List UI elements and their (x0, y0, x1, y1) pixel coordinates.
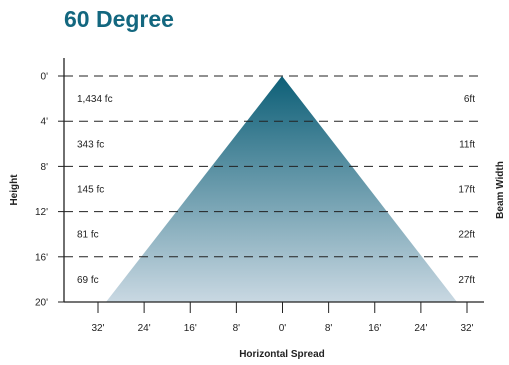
x-tick-label: 16' (184, 323, 197, 334)
beam-cone (106, 76, 457, 302)
x-tick-label: 32' (460, 323, 473, 334)
chart-title: 60 Degree (64, 6, 174, 32)
x-tick-label: 16' (368, 323, 381, 334)
height-gridlines (64, 75, 484, 258)
beam-width-label: 17ft (458, 185, 475, 196)
y-tick-label: 8' (41, 162, 49, 173)
illuminance-label: 69 fc (77, 275, 99, 286)
illuminance-label: 145 fc (77, 185, 104, 196)
illuminance-label: 343 fc (77, 139, 104, 150)
right-axis-title: Beam Width (495, 161, 506, 219)
x-tick-label: 8' (325, 323, 333, 334)
x-tick-label: 24' (138, 323, 151, 334)
beam-width-label: 11ft (459, 139, 475, 150)
y-axis-ticks: 0' 4' 8' 12' 16' 20' (35, 72, 64, 309)
y-tick-label: 20' (35, 298, 48, 309)
x-tick-label: 24' (414, 323, 427, 334)
y-tick-label: 12' (35, 207, 48, 218)
x-tick-label: 0' (279, 323, 287, 334)
x-axis-title: Horizontal Spread (239, 349, 325, 360)
x-tick-label: 32' (91, 323, 104, 334)
beam-width-label: 22ft (458, 230, 475, 241)
beam-width-label: 27ft (458, 275, 475, 286)
illuminance-label: 1,434 fc (77, 94, 113, 105)
x-tick-label: 8' (233, 323, 241, 334)
beam-width-label: 6ft (464, 94, 475, 105)
illuminance-label: 81 fc (77, 230, 99, 241)
row-labels: 1,434 fc 6ft 343 fc 11ft 145 fc 17ft 81 fc 22ft… (77, 94, 475, 286)
y-tick-label: 4' (41, 117, 49, 128)
y-axis-title: Height (9, 174, 20, 206)
y-tick-label: 16' (35, 252, 48, 263)
y-tick-label: 0' (41, 72, 49, 83)
x-axis-ticks: 32' 24' 16' 8' 0' 8' 16' 24' 32' (91, 302, 474, 334)
